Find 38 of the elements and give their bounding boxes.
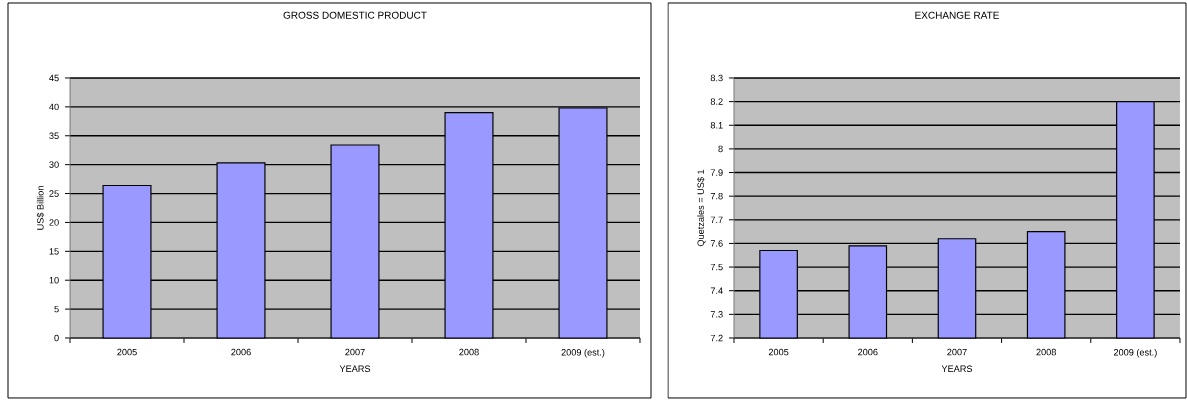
y-tick-label: 0: [54, 334, 59, 342]
x-axis-title: YEARS: [941, 365, 973, 372]
x-tick-label: 2006: [231, 348, 251, 356]
y-tick-label: 7.3: [710, 311, 723, 318]
y-tick-label: 20: [49, 219, 59, 226]
y-tick-label: 7.8: [710, 192, 723, 200]
y-axis-title: Quetzales = US$ 1: [697, 169, 706, 247]
y-tick-label: 15: [49, 248, 59, 255]
y-tick-label: 7.6: [710, 240, 723, 247]
y-tick-label: 35: [49, 132, 59, 139]
x-tick-label: 2007: [947, 348, 967, 356]
y-tick-label: 8: [718, 145, 723, 153]
y-tick-label: 10: [49, 276, 59, 284]
x-tick-label: 2008: [1036, 348, 1056, 356]
x-tick-label: 2009 (est.): [561, 348, 605, 358]
x-tick-label: 2005: [768, 348, 789, 356]
x-tick-label: 2008: [459, 348, 479, 356]
y-tick-label: 25: [49, 190, 59, 197]
y-tick-label: 7.9: [710, 169, 723, 176]
y-tick-label: 7.5: [710, 263, 723, 271]
x-tick-label: 2006: [858, 348, 878, 356]
x-tick-label: 2007: [345, 348, 365, 356]
y-tick-label: 7.4: [710, 287, 723, 294]
y-tick-label: 8.3: [710, 74, 723, 82]
y-tick-label: 7.7: [710, 216, 723, 223]
y-axis-title: US$ Billion: [36, 186, 45, 230]
x-tick-label: 2009 (est.): [1113, 348, 1157, 358]
chart-title: EXCHANGE RATE: [915, 11, 999, 19]
y-tick-label: 8.2: [710, 98, 723, 105]
y-tick-label: 30: [49, 161, 59, 168]
x-axis-title: YEARS: [339, 365, 371, 372]
y-tick-label: 5: [54, 305, 59, 313]
y-tick-label: 45: [49, 74, 59, 82]
chart-title: GROSS DOMESTIC PRODUCT: [283, 11, 427, 19]
y-tick-label: 7.2: [710, 334, 723, 342]
y-tick-label: 40: [49, 103, 59, 111]
y-tick-label: 8.1: [710, 122, 723, 129]
x-tick-label: 2005: [117, 348, 137, 356]
